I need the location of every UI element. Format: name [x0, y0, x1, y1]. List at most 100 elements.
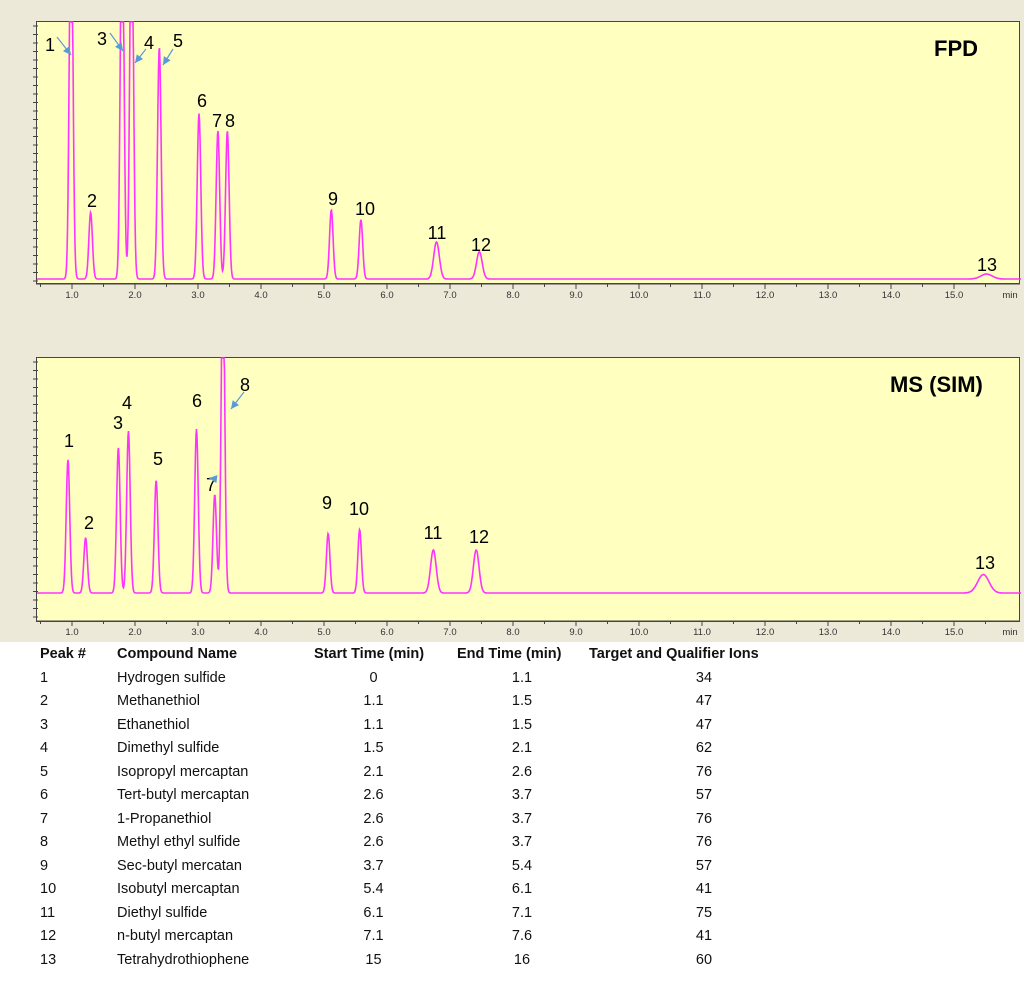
peak-label: 11 — [428, 223, 447, 243]
cell-compound-name: Dimethyl sulfide — [117, 740, 220, 756]
svg-text:min: min — [1002, 627, 1017, 638]
svg-text:6.0: 6.0 — [380, 290, 393, 301]
cell-end-time: 5.4 — [511, 857, 533, 874]
svg-text:9: 9 — [328, 189, 338, 209]
cell-peak: 6 — [40, 787, 49, 803]
cell-start-time: 15 — [365, 951, 382, 968]
svg-text:8.0: 8.0 — [506, 290, 519, 301]
cell-start-time: 3.7 — [363, 857, 384, 874]
svg-text:15.0: 15.0 — [945, 627, 964, 638]
svg-text:11.0: 11.0 — [693, 627, 711, 638]
cell-start-time: 0 — [369, 669, 378, 686]
svg-text:5.0: 5.0 — [317, 627, 330, 638]
cell-ions: 75 — [695, 904, 713, 921]
cell-ions: 47 — [695, 716, 713, 733]
svg-text:3: 3 — [113, 413, 123, 433]
cell-ions: 76 — [695, 834, 713, 850]
header-name: Compound Name — [117, 646, 238, 662]
peak-label: 11 — [424, 523, 443, 543]
svg-text:min: min — [1002, 290, 1017, 301]
svg-text:10.0: 10.0 — [630, 627, 649, 638]
cell-compound-name: Methanethiol — [117, 693, 201, 709]
svg-text:1.0: 1.0 — [65, 290, 78, 301]
svg-text:11: 11 — [424, 523, 443, 543]
fpd-x-axis: 1.0 2.0 3.0 4.0 5.0 6.0 7.0 8.0 9.0 10.0 11.0 12.0 1… — [36, 283, 1020, 301]
header-peak: Peak # — [40, 646, 86, 662]
peak-label: 10 — [355, 199, 375, 219]
cell-start-time: 2.1 — [363, 763, 384, 780]
svg-text:7.0: 7.0 — [443, 290, 456, 301]
peak-label: 4 — [134, 33, 154, 64]
cell-compound-name: Sec-butyl mercatan — [117, 857, 242, 874]
peak-label: 8 — [225, 111, 235, 131]
cell-start-time: 7.1 — [363, 928, 384, 944]
svg-text:7: 7 — [206, 475, 216, 495]
svg-text:13.0: 13.0 — [819, 290, 838, 301]
cell-compound-name: Methyl ethyl sulfide — [117, 834, 241, 850]
ms-x-axis: 1.0 2.0 3.0 4.0 5.0 6.0 7.0 8.0 9.0 10.0 11.0 12.0 1… — [36, 620, 1020, 638]
cell-compound-name: Isopropyl mercaptan — [117, 763, 249, 780]
svg-text:1: 1 — [45, 35, 55, 55]
svg-text:11.0: 11.0 — [693, 290, 711, 301]
cell-peak: 1 — [40, 669, 49, 686]
cell-ions: 41 — [695, 928, 713, 944]
header-start: Start Time (min) — [314, 646, 425, 662]
peak-label: 3 — [97, 29, 124, 52]
peak-label: 12 — [469, 527, 489, 547]
cell-ions: 34 — [695, 669, 713, 686]
fpd-plot-area: 1 2 3 4 5 6 7 8 9 10 11 12 13 — [33, 21, 1021, 284]
cell-end-time: 3.7 — [511, 810, 533, 827]
peak-label: 9 — [328, 189, 338, 209]
peak-label: 2 — [84, 513, 94, 533]
svg-text:7: 7 — [212, 111, 222, 131]
header-ions: Target and Qualifier Ions — [589, 646, 759, 662]
svg-text:9.0: 9.0 — [569, 627, 582, 638]
svg-text:14.0: 14.0 — [882, 627, 901, 638]
cell-peak: 3 — [40, 716, 49, 733]
cell-peak: 4 — [40, 740, 49, 756]
svg-text:14.0: 14.0 — [882, 290, 901, 301]
svg-text:12.0: 12.0 — [756, 290, 775, 301]
cell-compound-name: Ethanethiol — [117, 716, 190, 733]
svg-text:5: 5 — [153, 449, 163, 469]
cell-start-time: 1.1 — [363, 716, 384, 733]
cell-compound-name: n-butyl mercaptan — [117, 928, 234, 944]
cell-peak: 9 — [40, 857, 49, 874]
svg-text:13: 13 — [975, 553, 995, 573]
cell-peak: 7 — [40, 810, 49, 827]
peak-label: 5 — [162, 31, 183, 66]
svg-text:4: 4 — [122, 393, 132, 413]
peak-label: 7 — [212, 111, 222, 131]
peak-label: 2 — [87, 191, 97, 211]
cell-ions: 76 — [695, 810, 713, 827]
peak-label: 10 — [349, 499, 369, 519]
cell-peak: 12 — [40, 928, 57, 944]
cell-end-time: 1.5 — [511, 716, 533, 733]
cell-start-time: 6.1 — [363, 904, 384, 921]
cell-end-time: 6.1 — [511, 881, 533, 897]
svg-text:6: 6 — [192, 391, 202, 411]
cell-end-time: 1.5 — [511, 693, 533, 709]
cell-ions: 47 — [695, 693, 713, 709]
peak-label: 12 — [471, 235, 491, 255]
svg-text:7.0: 7.0 — [443, 627, 456, 638]
svg-text:8: 8 — [240, 375, 250, 395]
svg-text:6: 6 — [197, 91, 207, 111]
svg-text:3: 3 — [97, 29, 107, 49]
cell-compound-name: Isobutyl mercaptan — [117, 881, 240, 897]
header-end: End Time (min) — [457, 646, 562, 662]
cell-start-time: 1.1 — [363, 693, 384, 709]
svg-text:6.0: 6.0 — [380, 627, 393, 638]
cell-ions: 76 — [695, 763, 713, 780]
cell-start-time: 2.6 — [363, 787, 384, 803]
ms-plot-area: 1 2 3 4 5 6 7 8 9 10 11 12 13 — [33, 357, 1021, 622]
fpd-title: FPD — [934, 36, 978, 61]
svg-text:4.0: 4.0 — [254, 290, 267, 301]
svg-text:8: 8 — [225, 111, 235, 131]
cell-start-time: 5.4 — [363, 881, 384, 897]
svg-text:10.0: 10.0 — [630, 290, 649, 301]
cell-peak: 8 — [40, 834, 49, 850]
peak-label: 13 — [975, 553, 995, 573]
cell-peak: 13 — [40, 951, 57, 968]
